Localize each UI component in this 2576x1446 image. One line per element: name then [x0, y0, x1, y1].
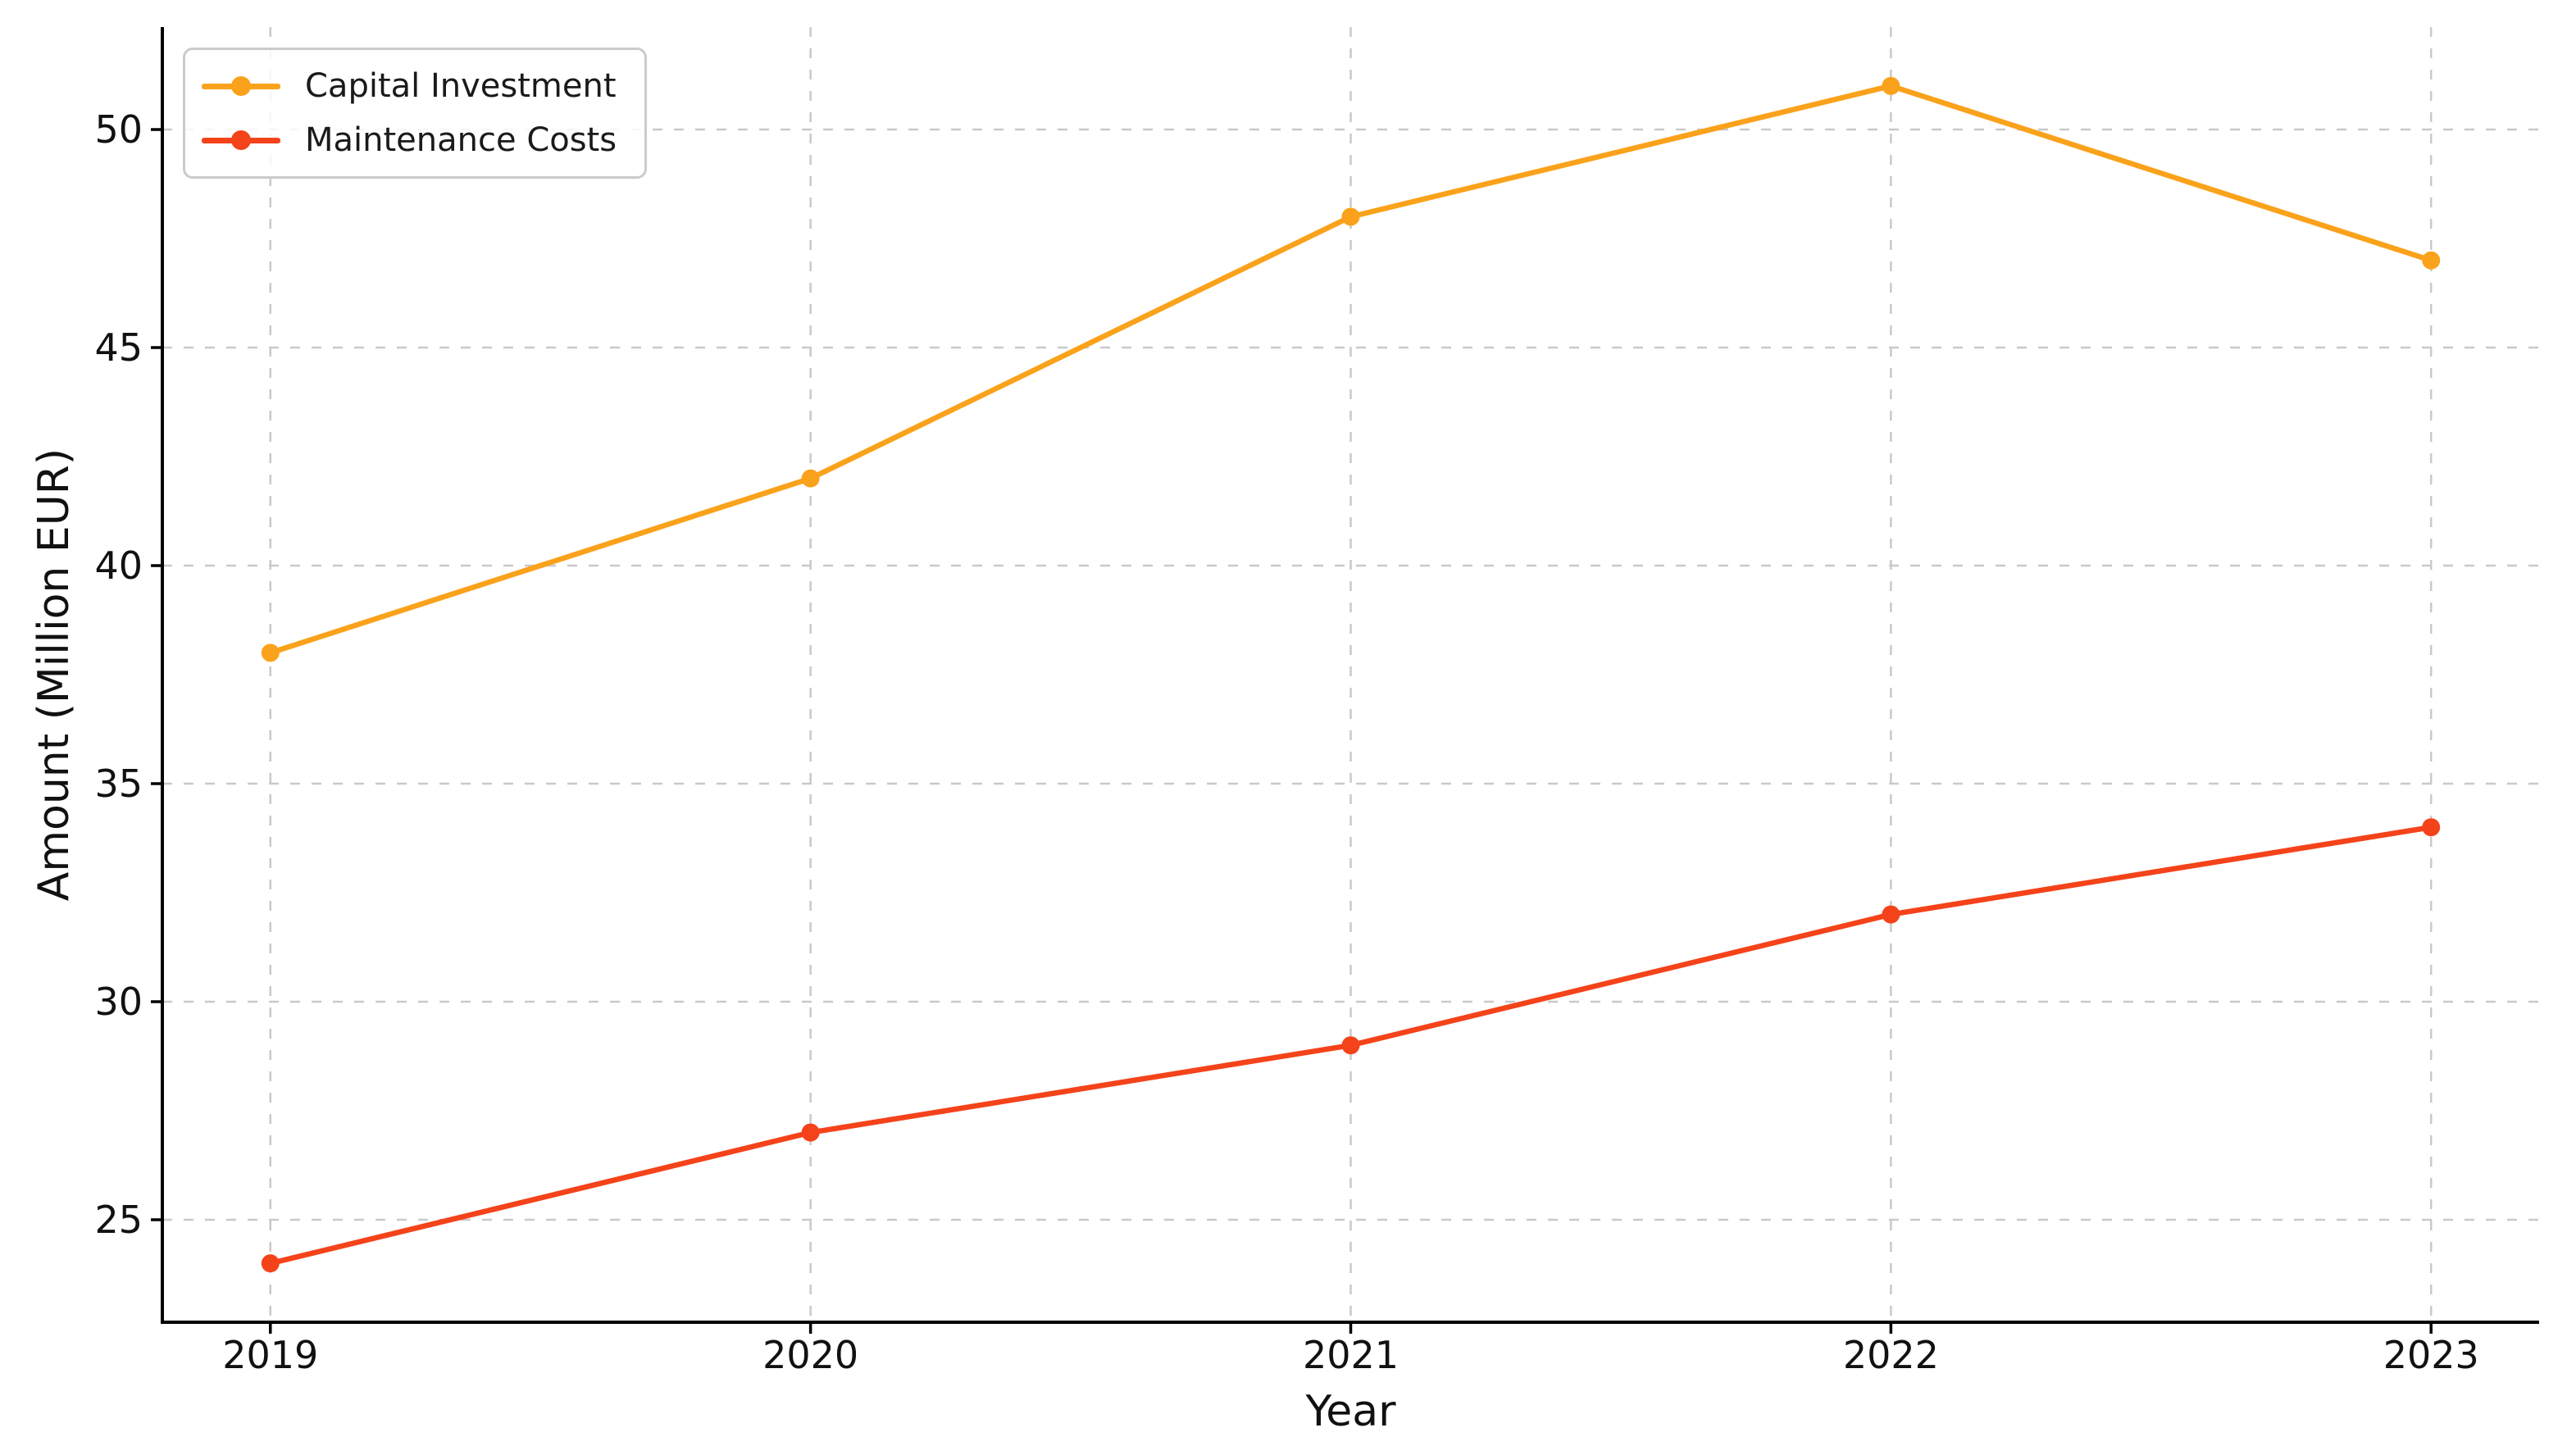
- x-tick-label-2022: 2022: [1843, 1333, 1939, 1377]
- x-tick-label-2019: 2019: [222, 1333, 318, 1377]
- x-tick-label-2021: 2021: [1303, 1333, 1399, 1377]
- data-point-maintenance-costs-2019: [261, 1254, 280, 1273]
- x-tick-label-2020: 2020: [762, 1333, 858, 1377]
- y-axis-label: Amount (Million EUR): [30, 448, 79, 902]
- legend-line-swatch-capital-investment: [202, 76, 280, 96]
- legend-label-capital-investment: Capital Investment: [305, 67, 617, 105]
- data-point-capital-investment-2023: [2422, 251, 2441, 270]
- legend: Capital Investment Maintenance Costs: [183, 48, 648, 179]
- y-tick-label-35: 35: [94, 762, 143, 806]
- legend-marker-icon: [231, 76, 251, 96]
- y-tick-label-50: 50: [94, 107, 143, 152]
- legend-item-capital-investment: Capital Investment: [202, 65, 617, 107]
- data-point-maintenance-costs-2021: [1341, 1036, 1360, 1055]
- x-axis-label: Year: [1305, 1387, 1396, 1436]
- data-point-capital-investment-2019: [261, 643, 280, 662]
- data-point-maintenance-costs-2023: [2422, 818, 2441, 837]
- y-tick-label-40: 40: [94, 543, 143, 588]
- legend-marker-icon: [231, 130, 251, 150]
- x-tick-label-2023: 2023: [2383, 1333, 2479, 1377]
- data-point-capital-investment-2021: [1341, 207, 1360, 226]
- data-point-capital-investment-2020: [801, 469, 820, 488]
- y-tick-label-25: 25: [94, 1198, 143, 1242]
- legend-label-maintenance-costs: Maintenance Costs: [305, 121, 617, 159]
- legend-item-maintenance-costs: Maintenance Costs: [202, 119, 617, 161]
- data-point-maintenance-costs-2022: [1882, 905, 1900, 924]
- data-point-maintenance-costs-2020: [801, 1123, 820, 1142]
- y-tick-label-45: 45: [94, 325, 143, 370]
- data-point-capital-investment-2022: [1882, 76, 1900, 95]
- y-tick-label-30: 30: [94, 980, 143, 1024]
- legend-line-swatch-maintenance-costs: [202, 130, 280, 150]
